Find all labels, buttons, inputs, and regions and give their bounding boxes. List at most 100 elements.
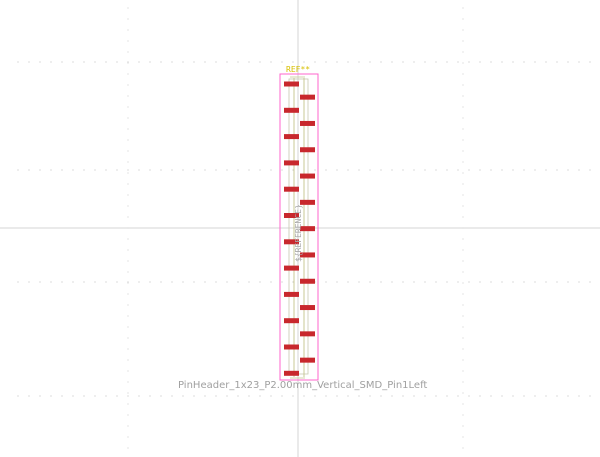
- grid-dot: [270, 61, 272, 63]
- pad-2[interactable]: [300, 94, 315, 100]
- grid-dot: [193, 169, 195, 171]
- grid-dot: [83, 61, 85, 63]
- grid-dot: [204, 61, 206, 63]
- pad-15[interactable]: [284, 265, 299, 271]
- grid-dot: [435, 395, 437, 397]
- pad-11[interactable]: [284, 213, 299, 218]
- pad-19[interactable]: [284, 318, 299, 324]
- grid-dot: [94, 281, 96, 283]
- grid-dot: [116, 395, 118, 397]
- pad-21[interactable]: [284, 344, 299, 350]
- grid-dot: [567, 395, 569, 397]
- pad-17[interactable]: [284, 291, 299, 297]
- grid-dot: [105, 395, 107, 397]
- grid-dot: [303, 61, 305, 63]
- grid-dot: [116, 169, 118, 171]
- courtyard-outline[interactable]: [279, 73, 319, 381]
- pad-22[interactable]: [300, 357, 315, 363]
- fab-reference-text[interactable]: ${REFERENCE}: [294, 204, 303, 262]
- grid-dot: [127, 18, 129, 20]
- grid-dot: [512, 395, 514, 397]
- grid-dot: [193, 395, 195, 397]
- pad-14[interactable]: [300, 252, 315, 258]
- grid-dot: [446, 395, 448, 397]
- grid-dot: [160, 61, 162, 63]
- grid-dot: [248, 395, 250, 397]
- grid-dot: [462, 238, 464, 240]
- grid-dot: [259, 281, 261, 283]
- grid-dot: [369, 169, 371, 171]
- grid-dot: [347, 61, 349, 63]
- grid-dot: [171, 169, 173, 171]
- grid-dot: [127, 106, 129, 108]
- pad-16[interactable]: [300, 278, 315, 284]
- grid-dot: [462, 381, 464, 383]
- grid-dot: [39, 61, 41, 63]
- pad-6[interactable]: [300, 147, 315, 153]
- pad-9[interactable]: [284, 186, 299, 192]
- reference-text[interactable]: REF**: [286, 65, 310, 74]
- grid-dot: [248, 61, 250, 63]
- grid-dot: [490, 395, 492, 397]
- grid-dot: [358, 281, 360, 283]
- grid-dot: [413, 61, 415, 63]
- pad-23[interactable]: [284, 370, 299, 376]
- grid-dot: [314, 395, 316, 397]
- pad-5[interactable]: [284, 134, 299, 140]
- grid-dot: [501, 61, 503, 63]
- pads-group[interactable]: [284, 81, 315, 376]
- grid-dot: [127, 260, 129, 262]
- grid-dot: [127, 29, 129, 31]
- pad-13[interactable]: [284, 239, 299, 245]
- pad-3[interactable]: [284, 107, 299, 113]
- grid-dot: [462, 29, 464, 31]
- pad-8[interactable]: [300, 173, 315, 179]
- grid-dot: [435, 61, 437, 63]
- pad-12[interactable]: [300, 226, 315, 232]
- grid-dot: [402, 169, 404, 171]
- grid-dot: [204, 169, 206, 171]
- grid-dot: [325, 61, 327, 63]
- grid-dot: [479, 61, 481, 63]
- grid-dot: [402, 61, 404, 63]
- pad-18[interactable]: [300, 305, 315, 311]
- grid-dot: [127, 150, 129, 152]
- grid-dot: [413, 395, 415, 397]
- grid-dot: [127, 348, 129, 350]
- pad-1[interactable]: [284, 81, 299, 87]
- grid-dot: [490, 169, 492, 171]
- grid-dot: [226, 169, 228, 171]
- grid-dot: [462, 326, 464, 328]
- grid-dot: [138, 281, 140, 283]
- grid-dot: [380, 281, 382, 283]
- grid-dot: [413, 169, 415, 171]
- grid-dot: [149, 169, 151, 171]
- grid-dot: [462, 161, 464, 163]
- grid-dot: [523, 281, 525, 283]
- grid-dot: [545, 395, 547, 397]
- pad-20[interactable]: [300, 331, 315, 337]
- pad-4[interactable]: [300, 120, 315, 126]
- grid-dot: [446, 169, 448, 171]
- grid-dot: [545, 61, 547, 63]
- grid-dot: [292, 395, 294, 397]
- grid-dot: [556, 281, 558, 283]
- footprint-value-text[interactable]: PinHeader_1x23_P2.00mm_Vertical_SMD_Pin1…: [178, 380, 427, 391]
- grid-dot: [61, 395, 63, 397]
- grid-dot: [116, 61, 118, 63]
- grid-dot: [462, 304, 464, 306]
- grid-dot: [462, 359, 464, 361]
- pad-10[interactable]: [300, 199, 315, 205]
- grid-dot: [457, 281, 459, 283]
- grid-dot: [83, 395, 85, 397]
- pad-7[interactable]: [284, 160, 299, 166]
- grid-dot: [534, 395, 536, 397]
- grid-dot: [314, 169, 316, 171]
- grid-dot: [314, 61, 316, 63]
- grid-dot: [259, 169, 261, 171]
- grid-dot: [28, 61, 30, 63]
- grid-dot: [462, 425, 464, 427]
- grid-dot: [127, 51, 129, 53]
- grid-dot: [446, 281, 448, 283]
